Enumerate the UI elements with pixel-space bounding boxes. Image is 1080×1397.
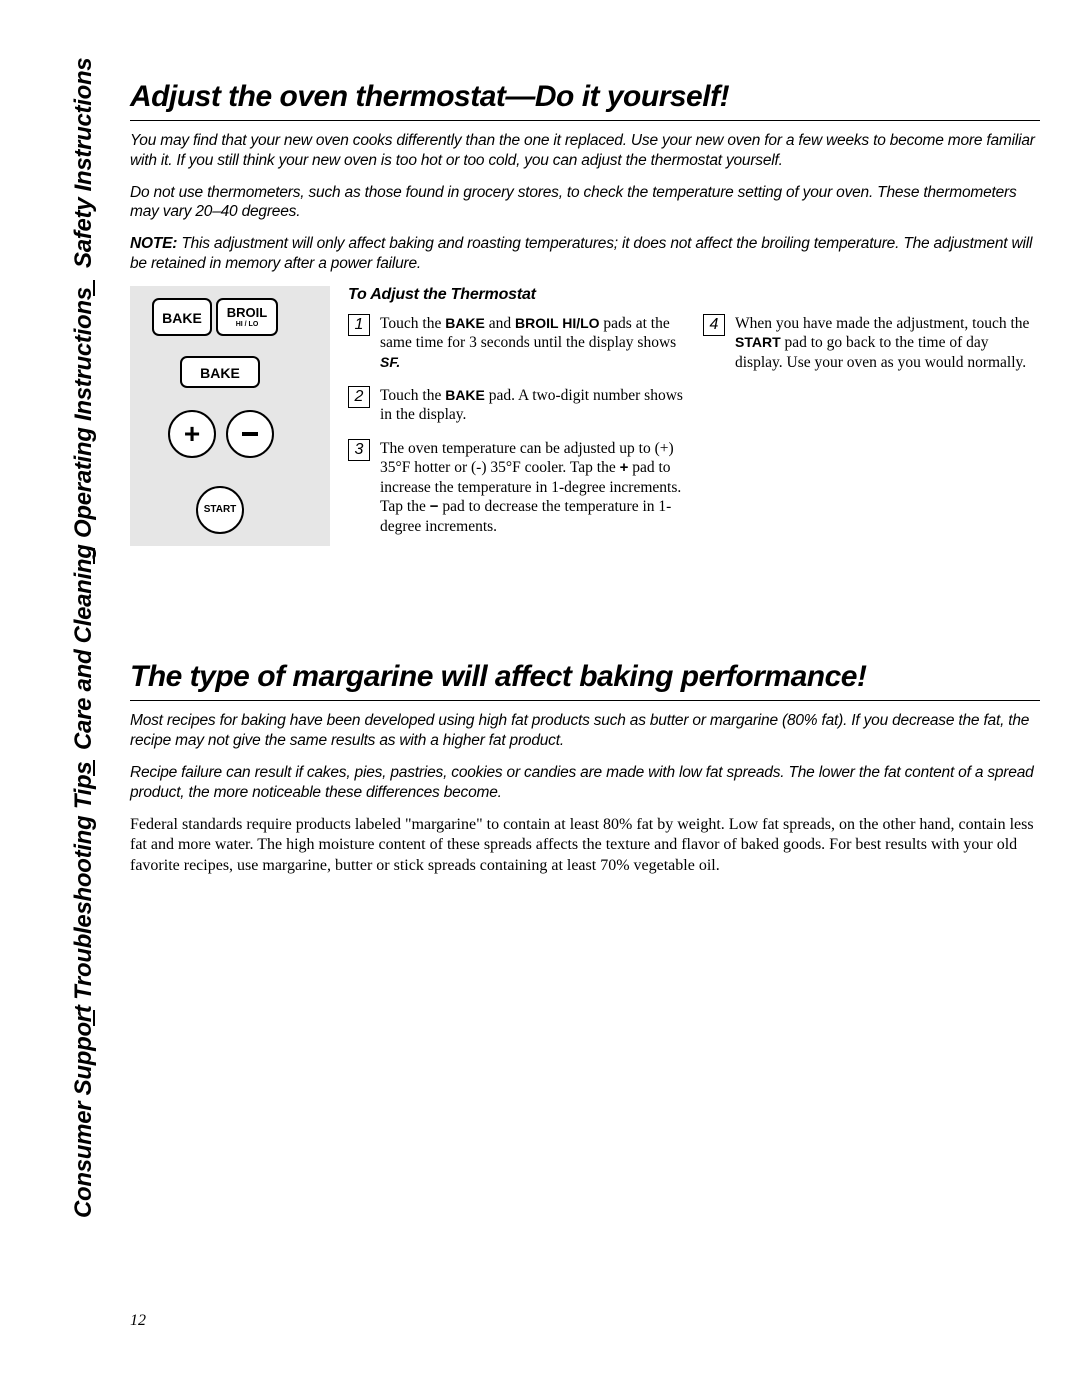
- bake-label: BAKE: [445, 315, 485, 331]
- tab-consumer: Consumer Support: [70, 1005, 98, 1218]
- note-label: NOTE:: [130, 235, 177, 252]
- step-text-part: When you have made the adjustment, touch…: [735, 315, 1029, 332]
- step-number: 1: [348, 314, 370, 336]
- bake-label: BAKE: [445, 387, 485, 403]
- step-text: When you have made the adjustment, touch…: [735, 314, 1040, 372]
- section2-intro1: Most recipes for baking have been develo…: [130, 711, 1040, 751]
- sf-label: SF.: [380, 354, 400, 370]
- step-number: 2: [348, 386, 370, 408]
- step-text-part: Touch the: [380, 315, 445, 332]
- step-number: 4: [703, 314, 725, 336]
- note-text: This adjustment will only affect baking …: [130, 235, 1032, 272]
- control-panel-diagram: BAKE BROIL HI / LO BAKE + START: [130, 286, 330, 546]
- step-1: 1 Touch the BAKE and BROIL HI/LO pads at…: [348, 314, 685, 372]
- section2-body: Federal standards require products label…: [130, 815, 1040, 876]
- step-text-part: and: [485, 315, 515, 332]
- bake-pad: BAKE: [152, 298, 212, 336]
- section1-intro1: You may find that your new oven cooks di…: [130, 131, 1040, 171]
- start-label: START: [735, 334, 781, 350]
- step-text: Touch the BAKE and BROIL HI/LO pads at t…: [380, 314, 685, 372]
- steps-title: To Adjust the Thermostat: [348, 286, 1040, 304]
- minus-icon: [242, 432, 258, 436]
- step-2: 2 Touch the BAKE pad. A two-digit number…: [348, 386, 685, 425]
- broil-label: BROIL: [227, 306, 267, 319]
- page-number: 12: [130, 1312, 146, 1330]
- step-text: Touch the BAKE pad. A two-digit number s…: [380, 386, 685, 425]
- minus-pad: [226, 410, 274, 458]
- section1-intro2: Do not use thermometers, such as those f…: [130, 183, 1040, 223]
- section1-note: NOTE: This adjustment will only affect b…: [130, 234, 1040, 274]
- step-number: 3: [348, 439, 370, 461]
- bake-pad-large: BAKE: [180, 356, 260, 388]
- section2-title: The type of margarine will affect baking…: [130, 660, 1040, 701]
- step-text-part: Touch the: [380, 387, 445, 404]
- section2-intro2: Recipe failure can result if cakes, pies…: [130, 763, 1040, 803]
- step-4: 4 When you have made the adjustment, tou…: [703, 314, 1040, 372]
- start-pad: START: [196, 486, 244, 534]
- step-text: The oven temperature can be adjusted up …: [380, 439, 685, 537]
- broil-sub-label: HI / LO: [236, 321, 259, 328]
- tab-care: Care and Cleaning: [70, 544, 98, 750]
- tab-safety: Safety Instructions: [70, 58, 98, 268]
- broil-hilo-label: BROIL HI/LO: [515, 315, 600, 331]
- section1-title: Adjust the oven thermostat—Do it yoursel…: [130, 80, 1040, 121]
- broil-pad: BROIL HI / LO: [216, 298, 278, 336]
- side-tabs: Safety Instructions Operating Instructio…: [70, 80, 118, 1310]
- tab-operating: Operating Instructions: [70, 287, 98, 538]
- step-3: 3 The oven temperature can be adjusted u…: [348, 439, 685, 537]
- tab-troubleshooting: Troubleshooting Tips: [70, 762, 98, 1000]
- plus-pad: +: [168, 410, 216, 458]
